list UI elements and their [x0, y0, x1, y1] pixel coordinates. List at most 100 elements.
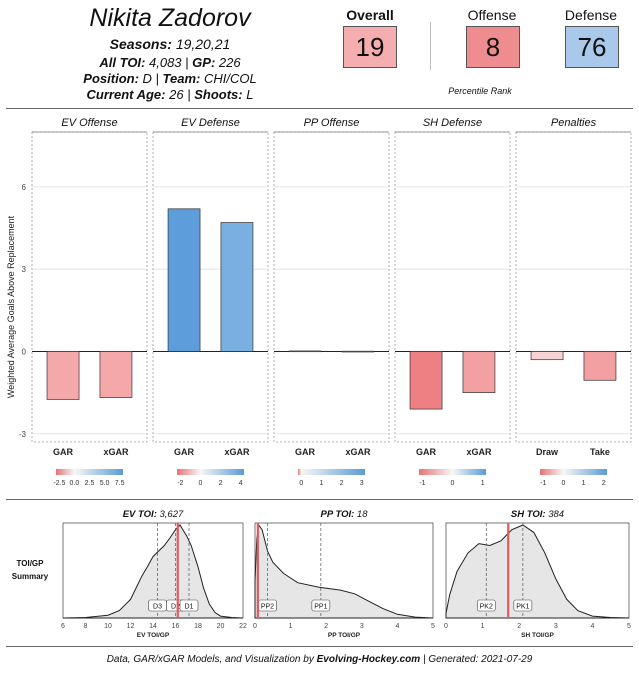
- panel-title: Penalties: [551, 117, 597, 129]
- marker-label: D3: [153, 604, 162, 611]
- defense-rank-label: Defense: [564, 7, 618, 23]
- toi-title-label: EV TOI:: [123, 509, 157, 520]
- bar-gar: [167, 208, 201, 352]
- legend-bar: [298, 469, 365, 475]
- x-tick-label: 5: [431, 623, 435, 630]
- category-label: xGAR: [466, 447, 492, 457]
- player-name: Nikita Zadorov: [89, 4, 251, 32]
- legend-tick: 3: [360, 480, 364, 487]
- footer-suffix: | Generated: 2021-07-29: [422, 654, 533, 665]
- legend-tick: 2: [219, 480, 223, 487]
- panel-title: PP Offense: [304, 117, 360, 129]
- seasons-label: Seasons:: [109, 36, 172, 52]
- x-tick-label: 4: [590, 623, 594, 630]
- legend-tick: 7.5: [115, 480, 125, 487]
- panel-title: EV Offense: [61, 117, 117, 129]
- overall-rank-label: Overall: [346, 7, 394, 23]
- toi-label: All TOI:: [99, 55, 146, 70]
- bar-take: [583, 351, 617, 381]
- category-label: GAR: [295, 447, 316, 457]
- marker-label: PK2: [480, 604, 493, 611]
- legend-tick: 1: [582, 480, 586, 487]
- x-tick-label: 22: [239, 623, 247, 630]
- legend-tick: 0.0: [70, 480, 80, 487]
- rank-divider: [430, 22, 431, 70]
- panel-title: SH Defense: [423, 117, 482, 129]
- legend-tick: 4: [239, 480, 243, 487]
- toi-panel-title: EV TOI: 3,627: [123, 509, 184, 520]
- panel-frame: [515, 131, 632, 443]
- legend-tick: 2: [340, 480, 344, 487]
- footer: Data, GAR/xGAR Models, and Visualization…: [0, 654, 639, 665]
- marker-label: PP2: [261, 604, 274, 611]
- toi-title-label: PP TOI:: [320, 509, 354, 520]
- team-label: Team:: [162, 71, 201, 86]
- x-tick-label: 6: [61, 623, 65, 630]
- x-tick-label: 10: [104, 623, 112, 630]
- bar-gar: [46, 351, 80, 400]
- seasons-line: Seasons: 19,20,21: [20, 36, 320, 52]
- marker-label: PP1: [314, 604, 327, 611]
- y-tick-label: 6: [22, 183, 27, 192]
- legend-tick: 0: [299, 480, 303, 487]
- y-tick-label: 3: [22, 265, 27, 274]
- header-divider: [6, 108, 633, 109]
- panel-sh-defense: SH Defense GAR xGAR -1 0 1: [394, 117, 511, 487]
- age-line: Current Age: 26 | Shoots: L: [86, 87, 254, 102]
- bar-xgar: [462, 351, 496, 393]
- marker-box: [311, 599, 331, 612]
- marker-label: D2: [171, 604, 180, 611]
- legend-tick: -1: [540, 480, 546, 487]
- x-axis-title: PP TOI/GP: [328, 632, 361, 639]
- x-tick-label: 2: [324, 623, 328, 630]
- marker-box: [476, 599, 496, 612]
- chart-divider: [6, 499, 633, 500]
- marker-box: [179, 599, 199, 612]
- footer-prefix: Data, GAR/xGAR Models, and Visualization…: [106, 654, 314, 665]
- bar-xgar: [341, 350, 375, 353]
- toi-title-value: 3,627: [157, 509, 184, 520]
- x-tick-label: 16: [172, 623, 180, 630]
- x-tick-label: 12: [127, 623, 135, 630]
- toi-line: All TOI: 4,083 | GP: 226: [99, 55, 241, 70]
- legend-tick: -2: [177, 480, 183, 487]
- toi-panel-1: PP TOI: 18 PP2 PP1 0 1 2 3 4 5 PP TOI/GP: [253, 509, 435, 639]
- category-label: GAR: [416, 447, 437, 457]
- legend-tick: 0: [451, 480, 455, 487]
- footer-divider: [6, 646, 633, 647]
- footer-site: Evolving-Hockey.com: [316, 654, 421, 665]
- x-tick-label: 3: [360, 623, 364, 630]
- x-tick-label: 14: [149, 623, 157, 630]
- seasons-value: 19,20,21: [175, 36, 231, 52]
- percentile-caption: Percentile Rank: [448, 86, 512, 96]
- legend-tick: 5.0: [100, 480, 110, 487]
- team-value: CHI/COL: [203, 71, 257, 86]
- panel-penalties: Penalties Draw Take -1 0 1 2: [515, 117, 632, 487]
- position-value: D: [142, 71, 152, 86]
- toi-title-value: 18: [354, 509, 368, 520]
- bar-draw: [530, 351, 564, 361]
- legend-bar: [419, 469, 486, 475]
- x-tick-label: 0: [253, 623, 257, 630]
- shoots-value: L: [246, 87, 254, 102]
- toi-title-value: 384: [546, 509, 565, 520]
- category-label: GAR: [174, 447, 195, 457]
- gar-bar-chart: Weighted Average Goals Above Replacement…: [6, 117, 632, 487]
- marker-box: [513, 599, 533, 612]
- toi-summary-label: TOI/GP Summary: [11, 559, 49, 581]
- age-value: 26: [169, 87, 184, 102]
- legend-tick: 2: [602, 480, 606, 487]
- marker-label: D1: [185, 604, 194, 611]
- x-tick-label: 1: [481, 623, 485, 630]
- legend-tick: 0: [561, 480, 565, 487]
- gp-label: GP:: [192, 55, 216, 70]
- toi-panel-title: SH TOI: 384: [511, 509, 564, 520]
- category-label: Draw: [536, 447, 559, 457]
- toi-panel-0: EV TOI: 3,627 D3 D2 D1 6 8 10 12 14 16 18 20 22 EV TO…: [61, 509, 247, 639]
- category-label: xGAR: [224, 447, 250, 457]
- x-tick-label: 1: [289, 623, 293, 630]
- toi-panel-2: SH TOI: 384 PK2 PK1 0 1 2 3 4 5 SH TOI/GP: [444, 509, 631, 639]
- panel-frame: [273, 131, 390, 443]
- category-label: GAR: [53, 447, 74, 457]
